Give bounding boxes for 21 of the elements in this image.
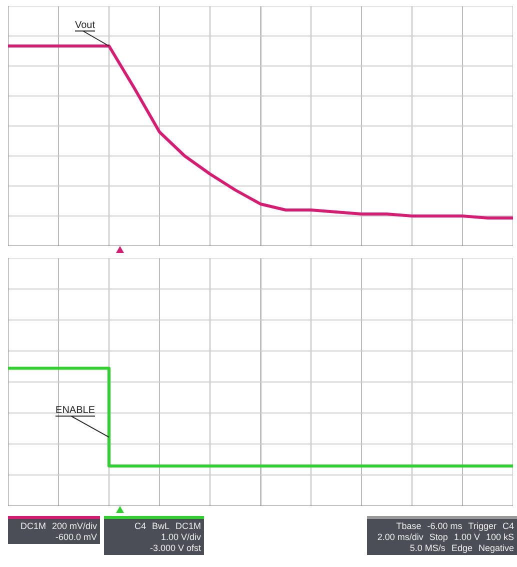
text: -3.000 V ofst xyxy=(150,543,201,553)
text: Edge xyxy=(451,543,472,553)
text: 2.00 ms/div xyxy=(377,532,424,542)
text: Trigger xyxy=(468,521,496,531)
text: 1.00 V xyxy=(454,532,480,542)
text: 100 kS xyxy=(486,532,514,542)
text: -600.0 mV xyxy=(55,532,97,542)
text: BwL xyxy=(152,521,170,531)
annotation: ENABLE xyxy=(56,404,96,416)
text: C4 xyxy=(502,521,514,531)
text: Negative xyxy=(478,543,514,553)
text: 200 mV/div xyxy=(52,521,97,531)
text: Vout xyxy=(74,20,96,31)
text: 1.00 V/div xyxy=(160,532,201,542)
text: C4 xyxy=(134,521,146,531)
text: DC1M xyxy=(175,521,201,531)
text: Stop xyxy=(429,532,448,542)
text: Tbase xyxy=(396,521,422,531)
text: 5.0 MS/s xyxy=(410,543,446,553)
text: DC1M xyxy=(20,521,46,531)
text: -6.00 ms xyxy=(427,521,462,531)
